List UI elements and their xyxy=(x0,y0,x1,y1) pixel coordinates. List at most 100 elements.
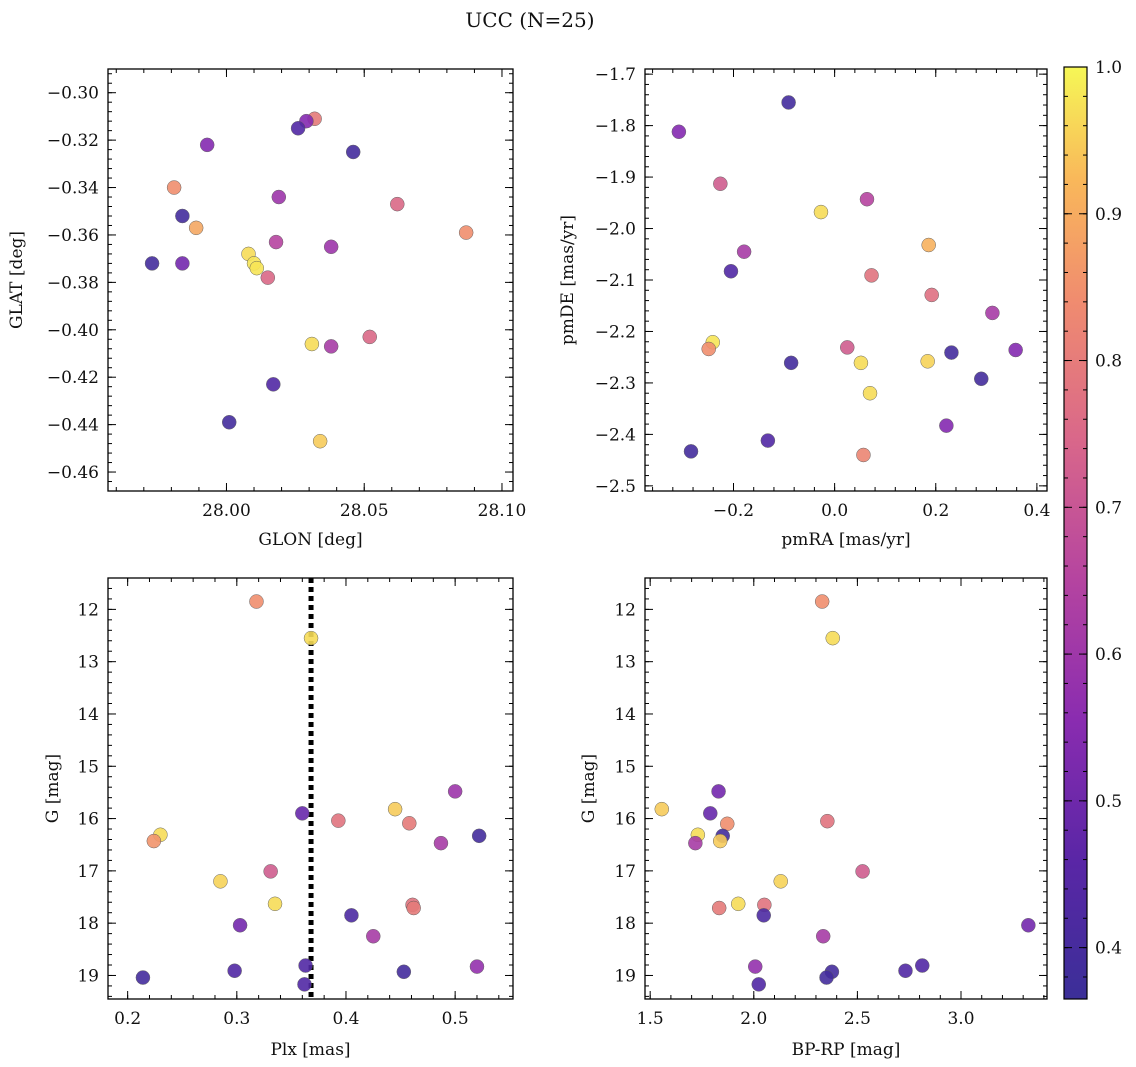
scatter-point xyxy=(859,191,875,207)
scatter-point xyxy=(825,630,840,646)
scatter-point xyxy=(1008,342,1023,358)
scatter-point xyxy=(469,959,485,974)
y-tick-label: −0.42 xyxy=(47,368,99,388)
scatter-point xyxy=(924,287,939,303)
scatter-point xyxy=(730,896,746,912)
x-tick-label: 0.0 xyxy=(821,501,848,521)
scatter-point xyxy=(864,268,879,283)
colorbar-tick-label: 0.6 xyxy=(1095,645,1122,665)
scatter-point xyxy=(471,828,487,844)
scatter-point xyxy=(447,784,463,799)
scatter-point xyxy=(175,208,190,224)
colorbar-tick-label: 0.5 xyxy=(1095,792,1122,812)
scatter-point xyxy=(713,176,728,192)
colorbar: 0.4 0.5 0.6 0.7 0.8 0.9 1.0 xyxy=(1063,58,1122,1000)
scatter-point xyxy=(304,336,320,352)
y-tick-label: 19 xyxy=(77,966,99,986)
x-tick-label: 28.05 xyxy=(340,501,389,521)
axes-frame xyxy=(107,577,514,1000)
x-tick-label: 3.0 xyxy=(947,1009,974,1029)
x-axis-label: BP-RP [mag] xyxy=(792,1040,901,1060)
scatter-point xyxy=(323,239,339,255)
y-tick-label: 13 xyxy=(614,653,636,673)
scatter-point xyxy=(213,874,228,889)
scatter-point xyxy=(756,908,771,923)
axes-frame xyxy=(107,68,514,492)
scatter-point xyxy=(712,833,728,849)
y-axis-label: G [mag] xyxy=(579,754,599,823)
scatter-point xyxy=(760,433,776,448)
figure-title: UCC (N=25) xyxy=(465,8,594,32)
scatter-point xyxy=(323,339,339,354)
y-tick-label: −0.44 xyxy=(47,416,99,436)
scatter-point xyxy=(688,835,703,851)
scatter-point xyxy=(813,204,829,220)
scatter-point xyxy=(920,354,935,369)
scatter-point xyxy=(723,264,739,279)
scatter-point xyxy=(819,970,834,985)
x-tick-label: −0.2 xyxy=(713,501,754,521)
scatter-point xyxy=(266,377,281,392)
scatter-point xyxy=(840,340,855,355)
panel-plx-g: 0.2 0.3 0.4 0.5 12 13 14 15 16 17 18 19 Plx [mas] G [… xyxy=(43,577,514,1060)
y-tick-label: −0.36 xyxy=(47,226,99,246)
scatter-point xyxy=(701,341,716,357)
scatter-point xyxy=(862,385,878,401)
scatter-point xyxy=(232,918,248,933)
scatter-point xyxy=(855,864,870,879)
scatter-point xyxy=(944,345,959,360)
scatter-point xyxy=(297,977,312,992)
colorbar-gradient xyxy=(1063,66,1088,1000)
y-tick-label: −2.4 xyxy=(595,425,636,445)
scatter-point xyxy=(331,813,346,828)
scatter-point xyxy=(146,833,162,849)
scatter-point xyxy=(221,414,237,430)
y-tick-label: −0.46 xyxy=(47,463,99,483)
colorbar-tick-label: 0.8 xyxy=(1095,352,1122,372)
scatter-point xyxy=(175,256,190,271)
y-tick-label: −0.32 xyxy=(47,131,99,151)
y-tick-label: −2.0 xyxy=(595,220,636,240)
scatter-point xyxy=(406,900,421,916)
scatter-point xyxy=(298,958,313,973)
x-axis-label: GLON [deg] xyxy=(258,530,362,550)
scatter-point xyxy=(303,630,319,646)
scatter-point xyxy=(458,225,474,240)
y-tick-label: 17 xyxy=(77,862,99,882)
x-tick-label: 0.5 xyxy=(442,1009,469,1029)
scatter-point xyxy=(856,447,871,463)
y-tick-label: 17 xyxy=(614,862,636,882)
scatter-point xyxy=(671,124,687,140)
scatter-point xyxy=(366,928,381,944)
scatter-point xyxy=(263,864,278,879)
scatter-point xyxy=(188,220,204,236)
scatter-point xyxy=(271,189,287,205)
colorbar-tick-label: 0.9 xyxy=(1095,205,1122,225)
scatter-point xyxy=(853,355,869,371)
y-tick-label: 18 xyxy=(614,914,636,934)
colorbar-tick-label: 1.0 xyxy=(1095,58,1122,78)
y-tick-label: 14 xyxy=(614,705,636,725)
y-tick-label: −1.8 xyxy=(595,117,636,137)
panel-pmra-pmde: −0.2 0.0 0.2 0.4 −2.5 −2.4 −2.3 −2.2 −2.1 −2.0 −1.… xyxy=(558,65,1050,550)
y-tick-label: 15 xyxy=(614,757,636,777)
scatter-point xyxy=(199,137,215,153)
scatter-point xyxy=(295,806,310,821)
scatter-point xyxy=(402,816,417,831)
scatter-point xyxy=(815,928,831,944)
scatter-point xyxy=(390,196,405,212)
scatter-point xyxy=(396,964,412,980)
scatter-point xyxy=(312,433,328,449)
scatter-point xyxy=(921,237,936,253)
scatter-point xyxy=(249,594,264,609)
x-tick-label: 1.5 xyxy=(637,1009,664,1029)
scatter-point xyxy=(144,256,160,271)
scatter-point xyxy=(985,305,1000,321)
scatter-point xyxy=(683,444,699,459)
x-tick-label: 28.10 xyxy=(478,501,527,521)
scatter-point xyxy=(820,813,835,829)
scatter-point xyxy=(703,806,718,821)
scatter-point xyxy=(711,784,726,799)
scatter-point xyxy=(344,908,359,923)
scatter-point xyxy=(939,418,954,433)
